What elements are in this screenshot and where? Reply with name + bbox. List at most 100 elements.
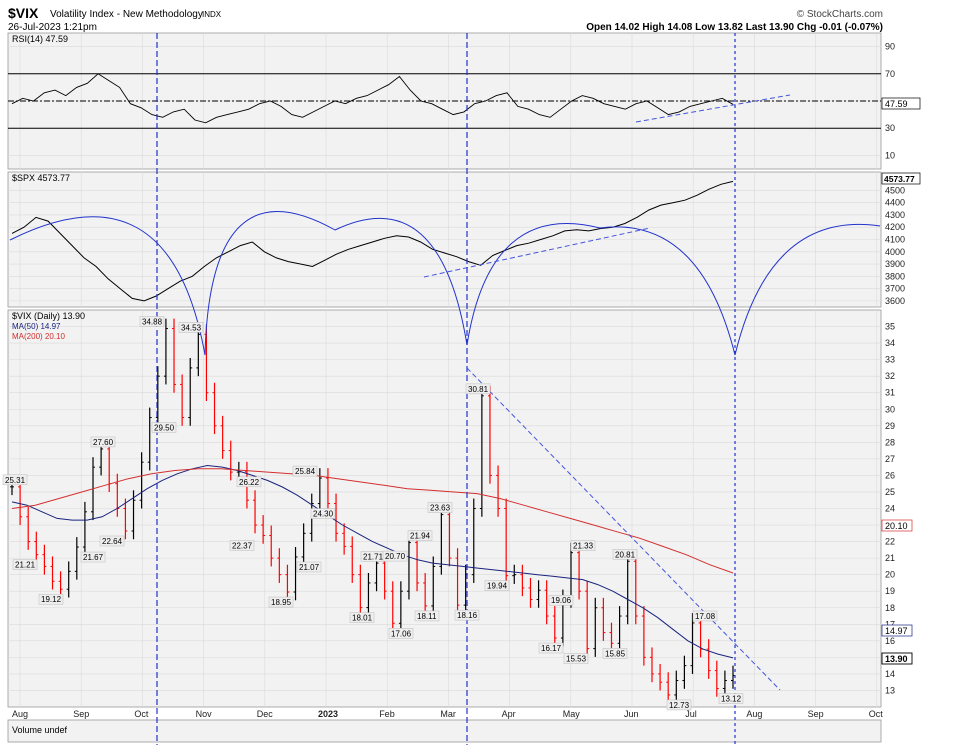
annotation-box bbox=[666, 699, 692, 711]
annotation-box bbox=[484, 580, 510, 591]
annotation-label: 29.50 bbox=[154, 424, 175, 433]
y-tick-label: 18 bbox=[885, 603, 895, 613]
price-annotation: 19.94 bbox=[484, 580, 510, 591]
annotation-box bbox=[548, 594, 574, 606]
rsi-legend: RSI(14) 47.59 bbox=[12, 34, 68, 44]
annotation-label: 15.85 bbox=[605, 649, 626, 658]
price-annotation: 21.67 bbox=[80, 551, 106, 563]
y-tick-label: 3800 bbox=[885, 271, 905, 281]
annotation-label: 18.95 bbox=[271, 598, 292, 607]
y-tick-label: 34 bbox=[885, 338, 895, 348]
y-tick-label: 30 bbox=[885, 404, 895, 414]
annotation-box bbox=[465, 383, 491, 395]
cycle-arc-2 bbox=[204, 211, 468, 356]
price-annotation: 17.08 bbox=[692, 610, 718, 622]
price-annotation: 20.70 bbox=[382, 550, 408, 562]
y-tick-label: 90 bbox=[885, 42, 895, 52]
source-credit: © StockCharts.com bbox=[797, 9, 883, 20]
y-tick-label: 4100 bbox=[885, 235, 905, 245]
price-annotation: 18.95 bbox=[268, 596, 294, 608]
x-tick-label: Jul bbox=[685, 709, 697, 719]
annotation-label: 21.67 bbox=[83, 553, 104, 562]
y-tick-label: 19 bbox=[885, 586, 895, 596]
ma50-last-tag: 14.97 bbox=[881, 624, 913, 637]
spx-trend-line bbox=[423, 227, 651, 278]
x-tick-label: Mar bbox=[440, 709, 456, 719]
annotation-box bbox=[38, 593, 64, 605]
price-annotation: 15.53 bbox=[563, 653, 589, 664]
y-tick-label: 21 bbox=[885, 553, 895, 563]
annotation-box bbox=[407, 530, 433, 541]
price-annotation: 16.17 bbox=[538, 642, 564, 654]
annotation-label: 19.94 bbox=[487, 582, 508, 591]
annotation-label: 18.11 bbox=[417, 612, 437, 621]
annotation-box bbox=[90, 436, 116, 448]
ma200-line bbox=[11, 468, 734, 574]
annotation-label: 15.53 bbox=[566, 655, 587, 664]
annotation-box bbox=[414, 610, 440, 622]
annotation-box bbox=[80, 551, 106, 563]
price-annotation: 30.81 bbox=[465, 383, 491, 395]
price-annotation: 26.22 bbox=[236, 476, 262, 488]
annotation-label: 21.07 bbox=[299, 563, 320, 572]
annotation-box bbox=[349, 612, 375, 623]
price-annotation: 12.73 bbox=[666, 699, 692, 711]
y-tick-label: 25 bbox=[885, 487, 895, 497]
annotation-box bbox=[382, 550, 408, 562]
x-tick-label: Feb bbox=[379, 709, 395, 719]
x-tick-label: Apr bbox=[502, 709, 516, 719]
annotation-label: 22.37 bbox=[232, 541, 253, 550]
y-tick-label: 14 bbox=[885, 669, 895, 679]
vix-price-annotations: 25.31 21.21 19.12 21.67 27.60 22.64 34.88 29.50… bbox=[2, 316, 744, 711]
y-tick-label: 29 bbox=[885, 421, 895, 431]
rsi-last-tag: 47.59 bbox=[881, 97, 921, 110]
annotation-label: 23.63 bbox=[430, 504, 451, 513]
price-annotation: 18.01 bbox=[349, 612, 375, 623]
cycle-arc-4 bbox=[734, 224, 881, 356]
annotation-box bbox=[292, 465, 318, 477]
y-tick-label: 4200 bbox=[885, 222, 905, 232]
price-annotation: 23.63 bbox=[427, 502, 453, 513]
annotation-box bbox=[563, 653, 589, 664]
price-annotation: 22.64 bbox=[99, 535, 125, 547]
annotation-label: 34.88 bbox=[142, 318, 163, 327]
y-tick-label: 31 bbox=[885, 388, 895, 398]
price-annotation: 21.07 bbox=[296, 561, 322, 573]
annotation-label: 27.60 bbox=[93, 438, 114, 447]
annotation-box bbox=[388, 628, 414, 639]
annotation-box bbox=[310, 508, 336, 519]
annotation-label: 12.73 bbox=[669, 701, 690, 710]
x-tick-label: Dec bbox=[257, 709, 274, 719]
spx-last-tag: 4573.77 bbox=[881, 172, 921, 185]
vix-down-trend-line bbox=[466, 367, 781, 691]
vix-last-tag: 13.90 bbox=[881, 652, 913, 665]
annotation-box bbox=[692, 610, 718, 622]
x-tick-label: Sep bbox=[808, 709, 824, 719]
cycle-arc-3 bbox=[466, 223, 736, 356]
price-annotation: 25.31 bbox=[2, 474, 28, 486]
annotation-label: 20.70 bbox=[385, 552, 406, 561]
annotation-box bbox=[718, 693, 744, 704]
annotation-label: 13.12 bbox=[721, 694, 742, 703]
annotation-label: 21.21 bbox=[15, 561, 36, 570]
y-tick-label: 4300 bbox=[885, 210, 905, 220]
annotation-box bbox=[268, 596, 294, 608]
annotation-label: 17.06 bbox=[391, 629, 412, 638]
price-annotation: 18.11 bbox=[414, 610, 440, 622]
y-tick-label: 33 bbox=[885, 355, 895, 365]
price-annotation: 21.21 bbox=[12, 559, 38, 570]
y-tick-label: 30 bbox=[885, 123, 895, 133]
x-axis-ticks: Aug Sep Oct Nov Dec 2023 Feb Mar Apr May Jun Jul Aug… bbox=[12, 709, 883, 719]
annotation-label: 18.16 bbox=[457, 611, 478, 620]
y-tick-label: 27 bbox=[885, 454, 895, 464]
annotation-label: 25.84 bbox=[295, 467, 316, 476]
annotation-box bbox=[296, 561, 322, 573]
annotation-box bbox=[151, 422, 177, 433]
annotation-box bbox=[454, 609, 480, 621]
annotation-box bbox=[99, 535, 125, 547]
annotation-label: 18.01 bbox=[352, 614, 373, 623]
ma50-legend: MA(50) 14.97 bbox=[12, 322, 61, 331]
annotation-box bbox=[139, 316, 165, 327]
price-annotation: 18.16 bbox=[454, 609, 480, 621]
annotation-label: 24.30 bbox=[313, 510, 334, 519]
